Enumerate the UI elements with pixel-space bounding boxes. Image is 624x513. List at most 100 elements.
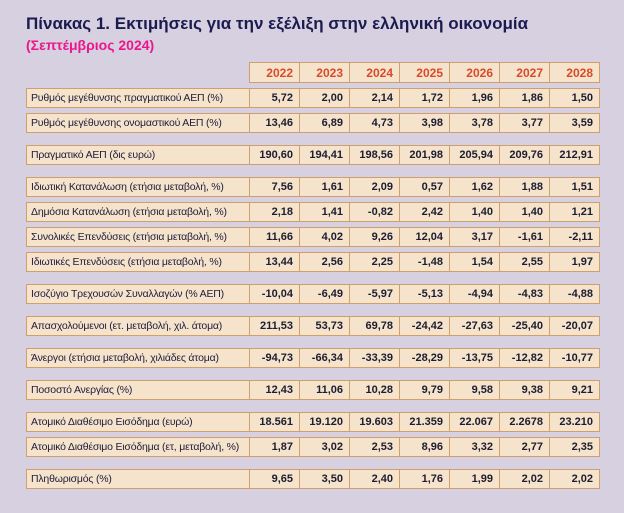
value-cell: 2,09 <box>349 177 400 198</box>
value-cell: 2,40 <box>349 469 400 490</box>
row-label: Συνολικές Επενδύσεις (ετήσια μεταβολή, %… <box>26 227 250 248</box>
row-label: Ρυθμός μεγέθυνσης πραγματικού ΑΕΠ (%) <box>26 88 250 109</box>
value-cell: 3,78 <box>449 113 500 134</box>
value-cell: 1,96 <box>449 88 500 109</box>
year-header-cell: 2028 <box>549 62 600 84</box>
value-cell: -5,13 <box>399 284 450 305</box>
table-row: Πληθωρισμός (%) 9,65 3,50 2,40 1,76 1,99 2,02 2… <box>26 469 614 490</box>
value-cell: 211,53 <box>249 316 300 337</box>
table-row: Ατομικό Διαθέσιμο Εισόδημα (ευρώ) 18.561 1… <box>26 412 614 433</box>
value-cell: 2,02 <box>499 469 550 490</box>
value-cell: 1,88 <box>499 177 550 198</box>
value-cell: 13,46 <box>249 113 300 134</box>
row-label: Απασχολούμενοι (ετ. μεταβολή, χιλ. άτομα… <box>26 316 250 337</box>
value-cell: 1,72 <box>399 88 450 109</box>
value-cell: 1,21 <box>549 202 600 223</box>
header-corner-cell <box>26 62 250 83</box>
value-cell: 2,56 <box>299 252 350 273</box>
value-cell: 0,57 <box>399 177 450 198</box>
value-cell: 1,86 <box>499 88 550 109</box>
value-cell: 9,21 <box>549 380 600 401</box>
value-cell: 1,40 <box>499 202 550 223</box>
value-cell: 4,73 <box>349 113 400 134</box>
value-cell: 9,58 <box>449 380 500 401</box>
value-cell: -28,29 <box>399 348 450 369</box>
value-cell: 9,26 <box>349 227 400 248</box>
value-cell: 19.120 <box>299 412 350 433</box>
table-row: Ιδιωτικές Επενδύσεις (ετήσια μεταβολή, %… <box>26 252 614 273</box>
value-cell: -4,88 <box>549 284 600 305</box>
row-label: Ατομικό Διαθέσιμο Εισόδημα (ευρώ) <box>26 412 250 433</box>
value-cell: 69,78 <box>349 316 400 337</box>
value-cell: 1,62 <box>449 177 500 198</box>
value-cell: 1,99 <box>449 469 500 490</box>
value-cell: 18.561 <box>249 412 300 433</box>
value-cell: -10,77 <box>549 348 600 369</box>
value-cell: 9,38 <box>499 380 550 401</box>
value-cell: -25,40 <box>499 316 550 337</box>
value-cell: 2,14 <box>349 88 400 109</box>
row-label: Ισοζύγιο Τρεχουσών Συναλλαγών (% ΑΕΠ) <box>26 284 250 305</box>
economy-table: 2022 2023 2024 2025 2026 2027 2028 Ρυθμός μεγέθ… <box>26 62 614 490</box>
value-cell: 11,66 <box>249 227 300 248</box>
value-cell: -10,04 <box>249 284 300 305</box>
value-cell: 13,44 <box>249 252 300 273</box>
value-cell: 1,40 <box>449 202 500 223</box>
value-cell: 1,87 <box>249 437 300 458</box>
table-row: Απασχολούμενοι (ετ. μεταβολή, χιλ. άτομα… <box>26 316 614 337</box>
value-cell: 2,42 <box>399 202 450 223</box>
value-cell: 8,96 <box>399 437 450 458</box>
table-row: Ισοζύγιο Τρεχουσών Συναλλαγών (% ΑΕΠ) -10… <box>26 284 614 305</box>
value-cell: 9,65 <box>249 469 300 490</box>
year-header-cell: 2027 <box>499 62 550 84</box>
table-row: Ιδιωτική Κατανάλωση (ετήσια μεταβολή, %)… <box>26 177 614 198</box>
value-cell: 11,06 <box>299 380 350 401</box>
row-label: Ιδιωτική Κατανάλωση (ετήσια μεταβολή, %) <box>26 177 250 198</box>
value-cell: -66,34 <box>299 348 350 369</box>
value-cell: 3,32 <box>449 437 500 458</box>
value-cell: -24,42 <box>399 316 450 337</box>
table-row: Ατομικό Διαθέσιμο Εισόδημα (ετ, μεταβολή… <box>26 437 614 458</box>
year-header-cell: 2025 <box>399 62 450 84</box>
value-cell: -33,39 <box>349 348 400 369</box>
year-header-cell: 2024 <box>349 62 400 84</box>
value-cell: -5,97 <box>349 284 400 305</box>
value-cell: 6,89 <box>299 113 350 134</box>
value-cell: 2,25 <box>349 252 400 273</box>
value-cell: 2,55 <box>499 252 550 273</box>
table-row: Ρυθμός μεγέθυνσης ονομαστικού ΑΕΠ (%) 13,… <box>26 113 614 134</box>
value-cell: -13,75 <box>449 348 500 369</box>
value-cell: 3,50 <box>299 469 350 490</box>
value-cell: 2,53 <box>349 437 400 458</box>
value-cell: 19.603 <box>349 412 400 433</box>
row-label: Δημόσια Κατανάλωση (ετήσια μεταβολή, %) <box>26 202 250 223</box>
table-row: Ποσοστό Ανεργίας (%) 12,43 11,06 10,28 9,79 9… <box>26 380 614 401</box>
value-cell: 212,91 <box>549 145 600 166</box>
value-cell: 201,98 <box>399 145 450 166</box>
table-header-row: 2022 2023 2024 2025 2026 2027 2028 <box>26 62 614 84</box>
value-cell: 12,04 <box>399 227 450 248</box>
value-cell: 4,02 <box>299 227 350 248</box>
value-cell: 3,98 <box>399 113 450 134</box>
row-label: Ατομικό Διαθέσιμο Εισόδημα (ετ, μεταβολή… <box>26 437 250 458</box>
value-cell: 190,60 <box>249 145 300 166</box>
value-cell: -20,07 <box>549 316 600 337</box>
row-label: Άνεργοι (ετήσια μεταβολή, χιλιάδες άτομα… <box>26 348 250 369</box>
row-label: Πληθωρισμός (%) <box>26 469 250 490</box>
value-cell: 22.067 <box>449 412 500 433</box>
value-cell: 23.210 <box>549 412 600 433</box>
value-cell: 3,17 <box>449 227 500 248</box>
value-cell: 9,79 <box>399 380 450 401</box>
value-cell: 1,51 <box>549 177 600 198</box>
table-row: Συνολικές Επενδύσεις (ετήσια μεταβολή, %… <box>26 227 614 248</box>
value-cell: 205,94 <box>449 145 500 166</box>
document-page: Πίνακας 1. Εκτιμήσεις για την εξέλιξη στ… <box>26 14 614 490</box>
value-cell: -1,61 <box>499 227 550 248</box>
value-cell: -1,48 <box>399 252 450 273</box>
value-cell: 194,41 <box>299 145 350 166</box>
value-cell: 1,61 <box>299 177 350 198</box>
value-cell: 1,50 <box>549 88 600 109</box>
value-cell: 53,73 <box>299 316 350 337</box>
value-cell: 21.359 <box>399 412 450 433</box>
value-cell: 1,54 <box>449 252 500 273</box>
